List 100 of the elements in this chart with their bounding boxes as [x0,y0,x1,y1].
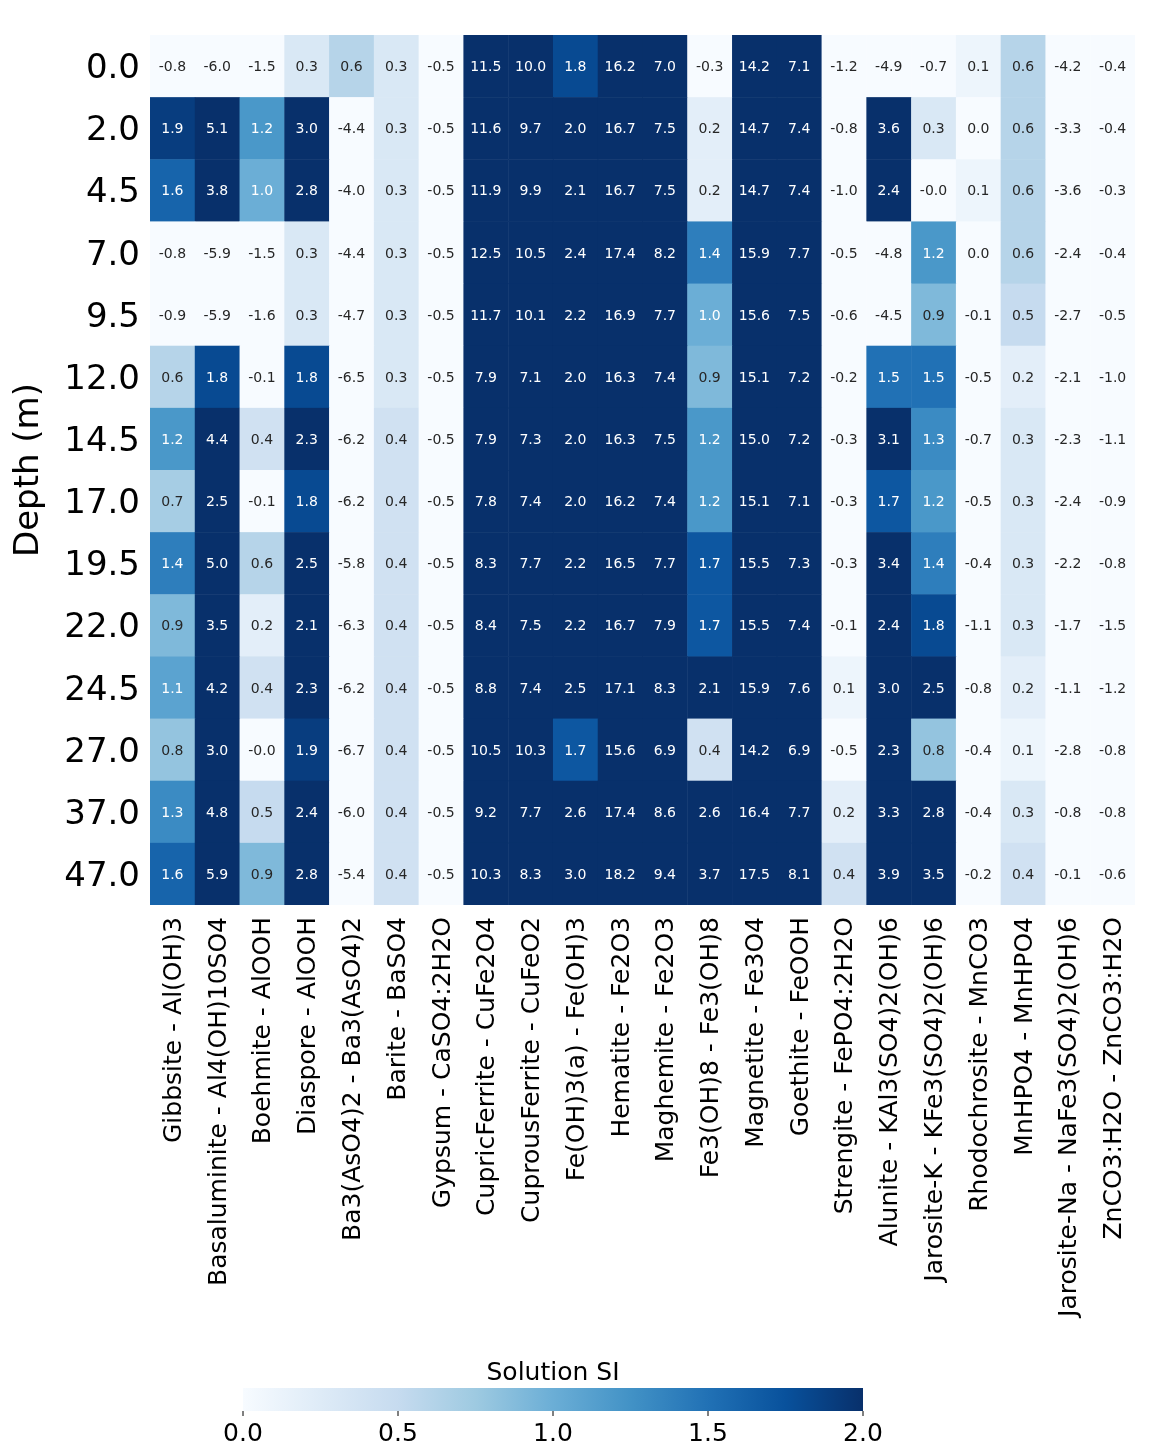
data-label: 15.9 [738,679,771,696]
y-tick-label: 22.0 [64,605,140,646]
data-label: -0.4 [1098,244,1127,261]
data-label: 7.6 [788,679,811,696]
data-label: 0.3 [385,306,408,323]
color-bar-title: Solution SI [486,1357,620,1386]
data-label: 7.5 [788,306,811,323]
data-label: -0.8 [1098,741,1127,758]
data-label: 1.2 [698,493,721,510]
data-label: -6.7 [337,741,366,758]
data-label: 2.5 [564,679,587,696]
data-label: 7.8 [474,493,497,510]
data-label: 12.5 [470,244,502,261]
data-label: -0.8 [964,679,992,696]
data-label: 16.7 [604,182,636,199]
data-label: 10.5 [470,741,502,758]
y-tick-label: 9.5 [85,294,140,335]
data-label: -1.1 [1098,430,1127,447]
data-label: -4.9 [875,58,903,75]
data-label: 14.7 [738,182,771,199]
data-label: -0.1 [830,617,858,634]
data-label: 2.2 [564,617,587,634]
data-label: 1.0 [250,182,274,199]
data-label: 0.4 [250,430,274,447]
x-tick-label: Boehmite - AlOOH [247,917,277,1145]
data-label: -6.0 [203,58,231,75]
data-label: 8.3 [474,555,497,572]
color-bar-label: 1.0 [533,1418,573,1447]
data-label: -0.5 [427,182,455,199]
data-label: 3.5 [922,865,945,882]
data-label: -5.4 [337,865,366,882]
data-label: -6.3 [337,617,366,634]
color-bar-label: 2.0 [843,1418,883,1447]
data-label: -1.0 [1098,368,1127,385]
data-label: -4.2 [1054,58,1082,75]
data-label: 17.1 [604,679,636,696]
data-label: 15.5 [738,555,771,572]
data-label: 7.7 [788,803,811,820]
data-label: 0.3 [295,58,318,75]
data-label: 9.4 [653,865,677,882]
data-label: -0.8 [1098,803,1127,820]
data-label: 2.8 [295,865,318,882]
x-tick-label: Barite - BaSO4 [381,917,411,1101]
data-label: 7.9 [474,368,497,385]
data-label: 16.2 [604,58,636,75]
data-label: -1.5 [248,244,276,261]
data-label: -5.8 [337,555,366,572]
data-label: 1.7 [698,617,721,634]
data-label: 3.0 [295,120,318,137]
data-label: -1.6 [248,306,276,323]
data-label: -4.5 [875,306,903,323]
data-label: -1.7 [1054,617,1082,634]
data-label: 0.3 [1011,555,1035,572]
data-label: 2.0 [564,120,587,137]
data-label: -0.6 [830,306,858,323]
color-bar-label: 0.0 [223,1418,263,1447]
data-label: 7.9 [653,617,677,634]
data-label: 1.3 [922,430,945,447]
data-label: -4.0 [337,182,366,199]
data-label: 1.7 [698,555,721,572]
data-label: 7.2 [788,430,811,447]
x-tick-label: Jarosite-K - KFe3(SO4)2(OH)6 [919,917,949,1284]
data-label: -1.0 [830,182,858,199]
data-label: 7.7 [653,555,677,572]
data-label: 0.6 [1011,58,1035,75]
data-label: -0.4 [964,555,993,572]
data-label: 16.2 [604,493,636,510]
data-label: 8.4 [474,617,498,634]
data-label: 0.9 [698,368,721,385]
data-label: 9.2 [474,803,497,820]
data-label: 2.1 [295,617,318,634]
data-label: -1.2 [1098,679,1127,696]
data-label: 0.2 [1011,368,1035,385]
y-tick-label: 0.0 [85,46,140,87]
data-label: -0.5 [427,306,455,323]
data-label: 6.9 [788,741,811,758]
data-label: 2.6 [564,803,587,820]
data-label: -2.7 [1054,306,1082,323]
color-bar-label: 1.5 [688,1418,728,1447]
data-label: 0.2 [698,182,721,199]
data-label: 11.5 [470,58,502,75]
data-label: 0.5 [250,803,274,820]
data-label: 0.6 [340,58,363,75]
data-label: 15.9 [738,244,771,261]
data-label: -0.3 [1098,182,1127,199]
data-label: 0.3 [385,120,408,137]
data-label: -0.1 [248,368,276,385]
x-tick-label: Basaluminite - Al4(OH)10SO4 [202,917,232,1286]
data-label: 0.3 [1011,617,1035,634]
data-label: -3.3 [1054,120,1082,137]
data-label: 3.9 [877,865,900,882]
data-label: 0.7 [161,493,184,510]
data-label: 10.1 [514,306,547,323]
data-label: 15.0 [738,430,771,447]
data-label: 0.6 [1011,182,1035,199]
data-label: 2.4 [295,803,318,820]
data-label: 0.4 [385,803,408,820]
y-tick-label: 2.0 [85,108,140,149]
data-label: 2.2 [564,306,587,323]
data-label: 0.4 [385,555,408,572]
